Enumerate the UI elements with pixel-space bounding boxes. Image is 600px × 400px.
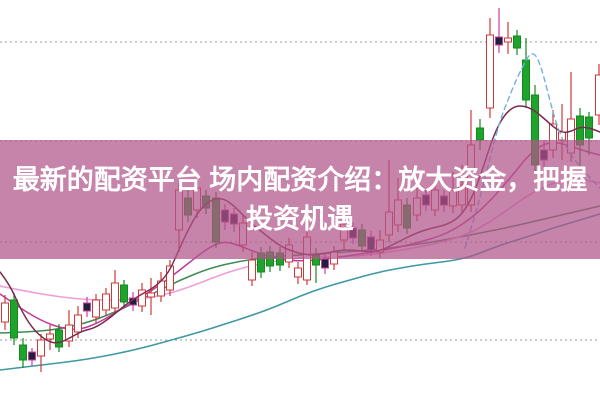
banner-title-line2: 投资机遇	[245, 203, 354, 234]
promo-banner: 最新的配资平台 场内配资介绍：放大资金，把握 投资机遇	[0, 140, 600, 259]
banner-title-line1: 最新的配资平台 场内配资介绍：放大资金，把握	[12, 164, 588, 195]
banner-title: 最新的配资平台 场内配资介绍：放大资金，把握 投资机遇	[13, 161, 588, 239]
